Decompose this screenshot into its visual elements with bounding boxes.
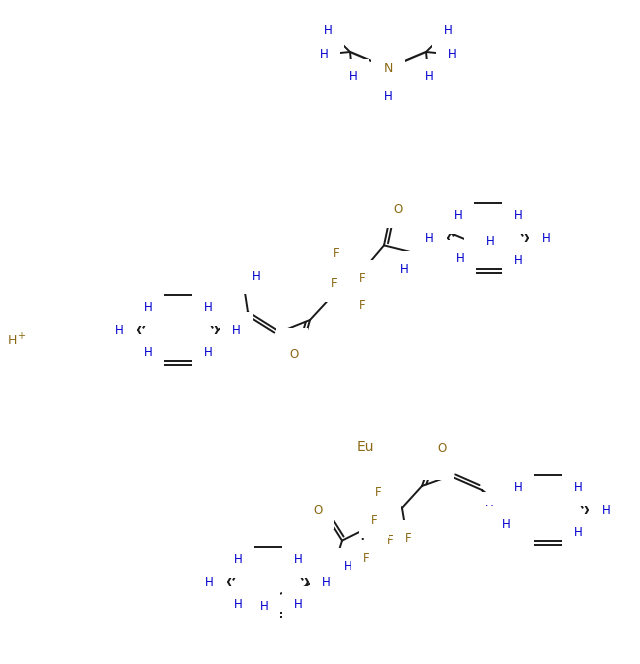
Text: Eu: Eu	[356, 440, 374, 454]
Text: H: H	[294, 598, 302, 611]
Text: H: H	[542, 232, 551, 244]
Text: H: H	[115, 323, 124, 337]
Text: H: H	[514, 481, 522, 494]
Text: F: F	[358, 272, 365, 284]
Text: H: H	[287, 339, 296, 353]
Text: O: O	[259, 588, 269, 601]
Text: H: H	[447, 48, 456, 60]
Text: F: F	[361, 297, 367, 311]
Text: H: H	[294, 553, 302, 566]
Text: H: H	[573, 481, 582, 494]
Text: H: H	[456, 252, 465, 265]
Text: H: H	[514, 209, 522, 222]
Text: F: F	[404, 531, 412, 544]
Text: O: O	[437, 442, 447, 454]
Text: H: H	[205, 576, 214, 588]
Text: H: H	[486, 235, 494, 248]
Text: H: H	[485, 503, 494, 517]
Text: H: H	[234, 598, 243, 611]
Text: H: H	[502, 517, 510, 531]
Text: H: H	[444, 23, 452, 37]
Text: +: +	[17, 331, 25, 341]
Text: H: H	[454, 209, 462, 222]
Text: H: H	[514, 526, 522, 539]
Text: O: O	[241, 270, 251, 282]
Text: H: H	[344, 560, 353, 573]
Text: H: H	[204, 346, 212, 359]
Text: O: O	[314, 504, 323, 517]
Text: F: F	[371, 513, 378, 527]
Text: F: F	[358, 299, 365, 312]
Text: H: H	[322, 576, 331, 588]
Text: F: F	[331, 277, 337, 290]
Text: H: H	[143, 346, 152, 359]
Text: H: H	[425, 232, 434, 244]
Text: F: F	[337, 256, 343, 268]
Text: F: F	[363, 552, 369, 565]
Text: H: H	[232, 323, 241, 337]
Text: O: O	[289, 347, 299, 361]
Text: H: H	[234, 553, 243, 566]
Text: H: H	[349, 70, 357, 84]
Text: O: O	[492, 517, 500, 531]
Text: H: H	[252, 270, 260, 282]
Text: H: H	[319, 48, 328, 60]
Text: F: F	[333, 247, 339, 260]
Text: H: H	[8, 333, 17, 347]
Text: H: H	[204, 301, 212, 314]
Text: H: H	[424, 70, 433, 84]
Text: H: H	[324, 23, 332, 37]
Text: O: O	[476, 235, 484, 248]
Text: H: H	[383, 90, 392, 102]
Text: H: H	[602, 503, 611, 517]
Text: N: N	[383, 62, 393, 74]
Text: H: H	[260, 600, 268, 613]
Text: F: F	[383, 506, 389, 519]
Text: H: H	[514, 254, 522, 267]
Text: H: H	[399, 263, 408, 276]
Text: O: O	[394, 203, 403, 216]
Text: F: F	[387, 534, 394, 547]
Text: H: H	[434, 456, 442, 469]
Text: F: F	[374, 485, 381, 499]
Text: H: H	[573, 526, 582, 539]
Text: H: H	[143, 301, 152, 314]
